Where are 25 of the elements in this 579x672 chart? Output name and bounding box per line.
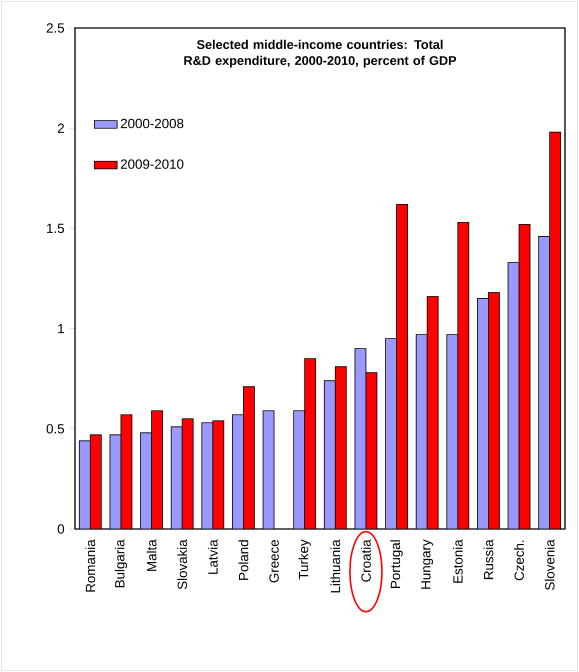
x-tick-label: Latvia	[208, 539, 218, 574]
x-tick-label: Czech.	[514, 540, 524, 580]
x-tick-label: Bulgaria	[114, 539, 128, 588]
text: Selected middle-income countries: Total R&D expenditure, 2000-2010, percent of GDP	[184, 40, 456, 68]
x-tick-label: Lithuania	[330, 539, 340, 592]
x-tick-label: Malta	[146, 539, 156, 571]
legend-label: 2009-2010	[120, 159, 184, 169]
legend-label: 2000-2008	[120, 118, 184, 128]
x-tick-label: Hungary	[421, 539, 434, 589]
x-tick-label: Turkey	[298, 539, 311, 580]
x-tick-label: Greece	[269, 540, 279, 582]
y-tick-label: 2.5	[46, 23, 64, 33]
x-tick-label: Croatia	[361, 539, 371, 582]
x-tick-label: Slovenia	[544, 539, 555, 590]
y-tick-label: 1.5	[47, 224, 64, 234]
x-tick-label: Poland	[238, 540, 248, 580]
x-tick-label: Slovakia	[177, 539, 188, 590]
y-tick-label: 2	[58, 124, 64, 133]
y-tick-label: 0	[58, 524, 64, 534]
x-tick-label: Russia	[484, 539, 494, 580]
y-tick-label: 0.5	[46, 424, 64, 434]
x-tick-label: Portugal	[390, 540, 403, 588]
y-tick-label: 1	[58, 324, 64, 334]
x-tick-label: Estonia	[452, 539, 463, 583]
x-tick-label: Romania	[85, 539, 96, 592]
